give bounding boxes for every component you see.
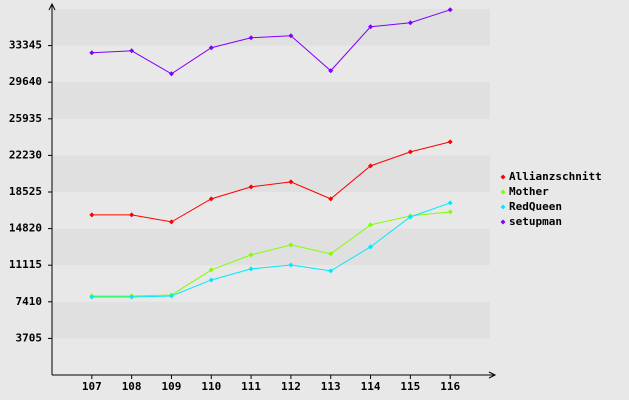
point: [447, 7, 453, 13]
point: [168, 219, 174, 225]
point: [368, 222, 374, 228]
x-tick-label: 107: [82, 380, 102, 393]
grid-band: [52, 9, 490, 46]
point: [328, 251, 334, 257]
x-tick-label: 115: [400, 380, 420, 393]
point: [208, 196, 214, 202]
point: [407, 149, 413, 155]
y-tick-label: 29640: [9, 75, 42, 88]
grid-band: [52, 82, 490, 119]
grid-band: [52, 301, 490, 339]
legend-marker: [500, 204, 506, 210]
legend-label: Allianzschnitt: [509, 170, 602, 183]
legend-label: setupman: [509, 215, 562, 228]
y-tick-label: 22230: [9, 148, 42, 161]
point: [447, 200, 453, 206]
point: [328, 196, 334, 202]
point: [288, 179, 294, 185]
point: [328, 68, 334, 74]
legend-marker: [500, 189, 506, 195]
point: [89, 294, 95, 300]
point: [129, 48, 135, 54]
legend-label: RedQueen: [509, 200, 562, 213]
x-tick-label: 112: [281, 380, 301, 393]
x-tick-label: 108: [122, 380, 142, 393]
x-tick-label: 113: [321, 380, 341, 393]
y-tick-label: 25935: [9, 112, 42, 125]
x-tick-label: 110: [201, 380, 221, 393]
x-tick-label: 116: [440, 380, 460, 393]
y-tick-label: 11115: [9, 258, 42, 271]
point: [368, 163, 374, 169]
point: [129, 212, 135, 218]
point: [89, 212, 95, 218]
grid-band: [52, 228, 490, 266]
point: [288, 242, 294, 248]
y-tick-label: 18525: [9, 185, 42, 198]
legend-label: Mother: [509, 185, 549, 198]
grid-band: [52, 155, 490, 192]
point: [248, 252, 254, 258]
series-line: [91, 9, 451, 75]
point: [208, 267, 214, 273]
grid-band: [52, 192, 490, 229]
series-line: [91, 211, 451, 297]
point: [89, 50, 95, 56]
point: [447, 209, 453, 215]
point: [248, 184, 254, 190]
x-tick-label: 109: [162, 380, 182, 393]
y-axis-arrow: [48, 2, 56, 11]
point: [447, 139, 453, 145]
y-tick-label: 7410: [16, 295, 43, 308]
x-axis-arrow: [488, 371, 497, 379]
x-tick-label: 114: [361, 380, 381, 393]
series-line: [91, 141, 451, 223]
point: [407, 214, 413, 220]
point: [368, 24, 374, 30]
x-tick-label: 111: [241, 380, 261, 393]
y-tick-label: 14820: [9, 222, 42, 235]
y-tick-label: 3705: [16, 331, 43, 344]
legend-marker: [500, 174, 506, 180]
point: [168, 293, 174, 299]
point: [407, 20, 413, 26]
y-tick-label: 33345: [9, 39, 42, 52]
point: [208, 277, 214, 283]
point: [248, 266, 254, 272]
point: [248, 35, 254, 41]
grid-band: [52, 338, 490, 375]
series-line: [91, 202, 451, 298]
point: [368, 244, 374, 250]
point: [328, 268, 334, 274]
point: [208, 45, 214, 51]
point: [288, 33, 294, 39]
legend-marker: [500, 219, 506, 225]
grid-band: [52, 45, 490, 83]
point: [288, 262, 294, 268]
point: [129, 294, 135, 300]
grid-band: [52, 118, 490, 156]
point: [168, 71, 174, 77]
